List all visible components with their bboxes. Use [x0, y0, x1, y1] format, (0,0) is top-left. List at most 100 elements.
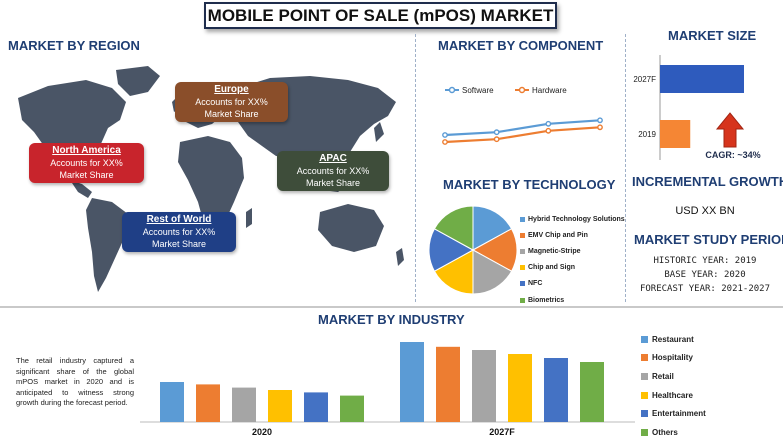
page-title: MOBILE POINT OF SALE (mPOS) MARKET [204, 2, 557, 29]
legend-label: Others [652, 427, 678, 437]
industry-bar-entertainment [544, 358, 568, 422]
industry-legend-item: Hospitality [641, 349, 781, 368]
legend-label: EMV Chip and Pin [528, 231, 588, 239]
size-bar-2019 [660, 120, 691, 148]
industry-category-label: 2020 [252, 427, 272, 437]
region-name: Europe [214, 84, 249, 95]
region-line1: Accounts for XX% [142, 227, 216, 237]
component-point [493, 136, 500, 143]
growth-value: USD XX BN [675, 205, 735, 217]
component-point [597, 117, 603, 124]
region-line1: Accounts for XX% [296, 166, 370, 176]
growth-heading: INCREMENTAL GROWTH [632, 174, 783, 189]
legend-swatch [641, 410, 648, 418]
component-series-software [444, 119, 601, 137]
size-heading: MARKET SIZE [668, 28, 757, 43]
technology-legend: Hybrid Technology Solutions EMV Chip and … [520, 211, 640, 308]
industry-bar-restaurant [400, 342, 424, 422]
legend-marker-1 [518, 86, 526, 94]
region-line2: Market Share [59, 170, 114, 180]
pie-slice-4 [428, 228, 475, 272]
industry-legend: Restaurant Hospitality Retail Healthcare Ent… [641, 330, 781, 440]
technology-legend-item: Magnetic-Stripe [520, 243, 640, 259]
legend-label: Magnetic-Stripe [528, 247, 581, 255]
pie-slice-1 [471, 228, 518, 272]
industry-bar-hospitality [436, 346, 460, 422]
region-box-north-america: North America Accounts for XX% Market Sh… [29, 143, 144, 183]
technology-legend-item: Chip and Sign [520, 260, 640, 276]
industry-legend-item: Retail [641, 367, 781, 386]
size-category-label: 2019 [638, 130, 656, 139]
legend-label: Chip and Sign [528, 264, 576, 272]
growth-arrow-icon [715, 112, 745, 148]
industry-bar-healthcare [268, 390, 292, 422]
technology-heading: MARKET BY TECHNOLOGY [443, 177, 616, 192]
industry-legend-item: Healthcare [641, 386, 781, 405]
study-heading: MARKET STUDY PERIOD [634, 232, 783, 247]
divider-region-component [415, 34, 416, 302]
region-name: Rest of World [146, 214, 212, 225]
legend-swatch [520, 297, 525, 303]
legend-swatch [641, 372, 648, 380]
industry-bar-retail [472, 350, 496, 422]
component-legend-label: Software [462, 86, 494, 95]
industry-category-label: 2027F [489, 427, 515, 437]
component-series-hardware [444, 126, 601, 144]
component-heading: MARKET BY COMPONENT [438, 38, 604, 53]
component-point [442, 139, 448, 145]
component-point [442, 132, 448, 138]
technology-legend-item: EMV Chip and Pin [520, 227, 640, 243]
component-point [493, 129, 500, 136]
industry-chart: 2020 2027F [140, 342, 635, 437]
industry-legend-item: Others [641, 423, 781, 440]
legend-marker-0 [448, 86, 456, 94]
size-bar-2027f [660, 65, 744, 93]
study-forecast: FORECAST YEAR: 2021-2027 [639, 284, 771, 294]
region-box-rest-of-world: Rest of World Accounts for XX% Market Sh… [122, 212, 236, 252]
legend-swatch [641, 391, 648, 399]
industry-legend-item: Entertainment [641, 404, 781, 423]
legend-label: NFC [528, 280, 543, 288]
region-heading: MARKET BY REGION [8, 38, 140, 53]
region-name: APAC [319, 153, 347, 164]
region-box-apac: APAC Accounts for XX% Market Share [277, 151, 389, 191]
component-legend-label: Hardware [532, 86, 567, 95]
industry-bar-restaurant [160, 382, 184, 422]
region-name: North America [52, 145, 121, 156]
cagr-text: CAGR: ~34% [705, 150, 761, 160]
technology-pie-chart [428, 205, 518, 295]
legend-swatch [520, 216, 525, 222]
legend-label: Biometrics [528, 296, 565, 304]
study-historic: HISTORIC YEAR: 2019 [653, 256, 757, 266]
industry-bar-healthcare [508, 354, 532, 422]
legend-label: Hybrid Technology Solutions [528, 215, 625, 223]
region-line2: Market Share [305, 178, 361, 188]
legend-swatch [520, 265, 525, 271]
legend-swatch [520, 248, 525, 254]
size-category-label: 2027F [633, 75, 656, 84]
legend-swatch [641, 354, 648, 362]
industry-bar-hospitality [196, 384, 220, 422]
component-chart: Software Hardware [442, 86, 603, 145]
component-point [545, 127, 552, 134]
technology-legend-item: Biometrics [520, 292, 640, 308]
industry-bar-others [340, 395, 364, 422]
industry-legend-item: Restaurant [641, 330, 781, 349]
legend-label: Healthcare [652, 390, 693, 400]
divider-component-size [625, 34, 626, 302]
technology-legend-item: Hybrid Technology Solutions [520, 211, 640, 227]
pie-slice-5 [433, 205, 474, 251]
legend-label: Restaurant [652, 334, 694, 344]
divider-industry [0, 306, 783, 308]
component-point [545, 120, 552, 127]
component-point [597, 124, 603, 131]
study-base: BASE YEAR: 2020 [664, 270, 746, 280]
legend-swatch [520, 281, 525, 287]
industry-bar-entertainment [304, 392, 328, 422]
pie-slice-3 [433, 249, 474, 295]
legend-label: Retail [652, 371, 674, 381]
region-line2: Market Share [204, 109, 259, 119]
legend-swatch [520, 232, 525, 238]
pie-slice-2 [472, 249, 513, 295]
legend-swatch [641, 428, 648, 436]
